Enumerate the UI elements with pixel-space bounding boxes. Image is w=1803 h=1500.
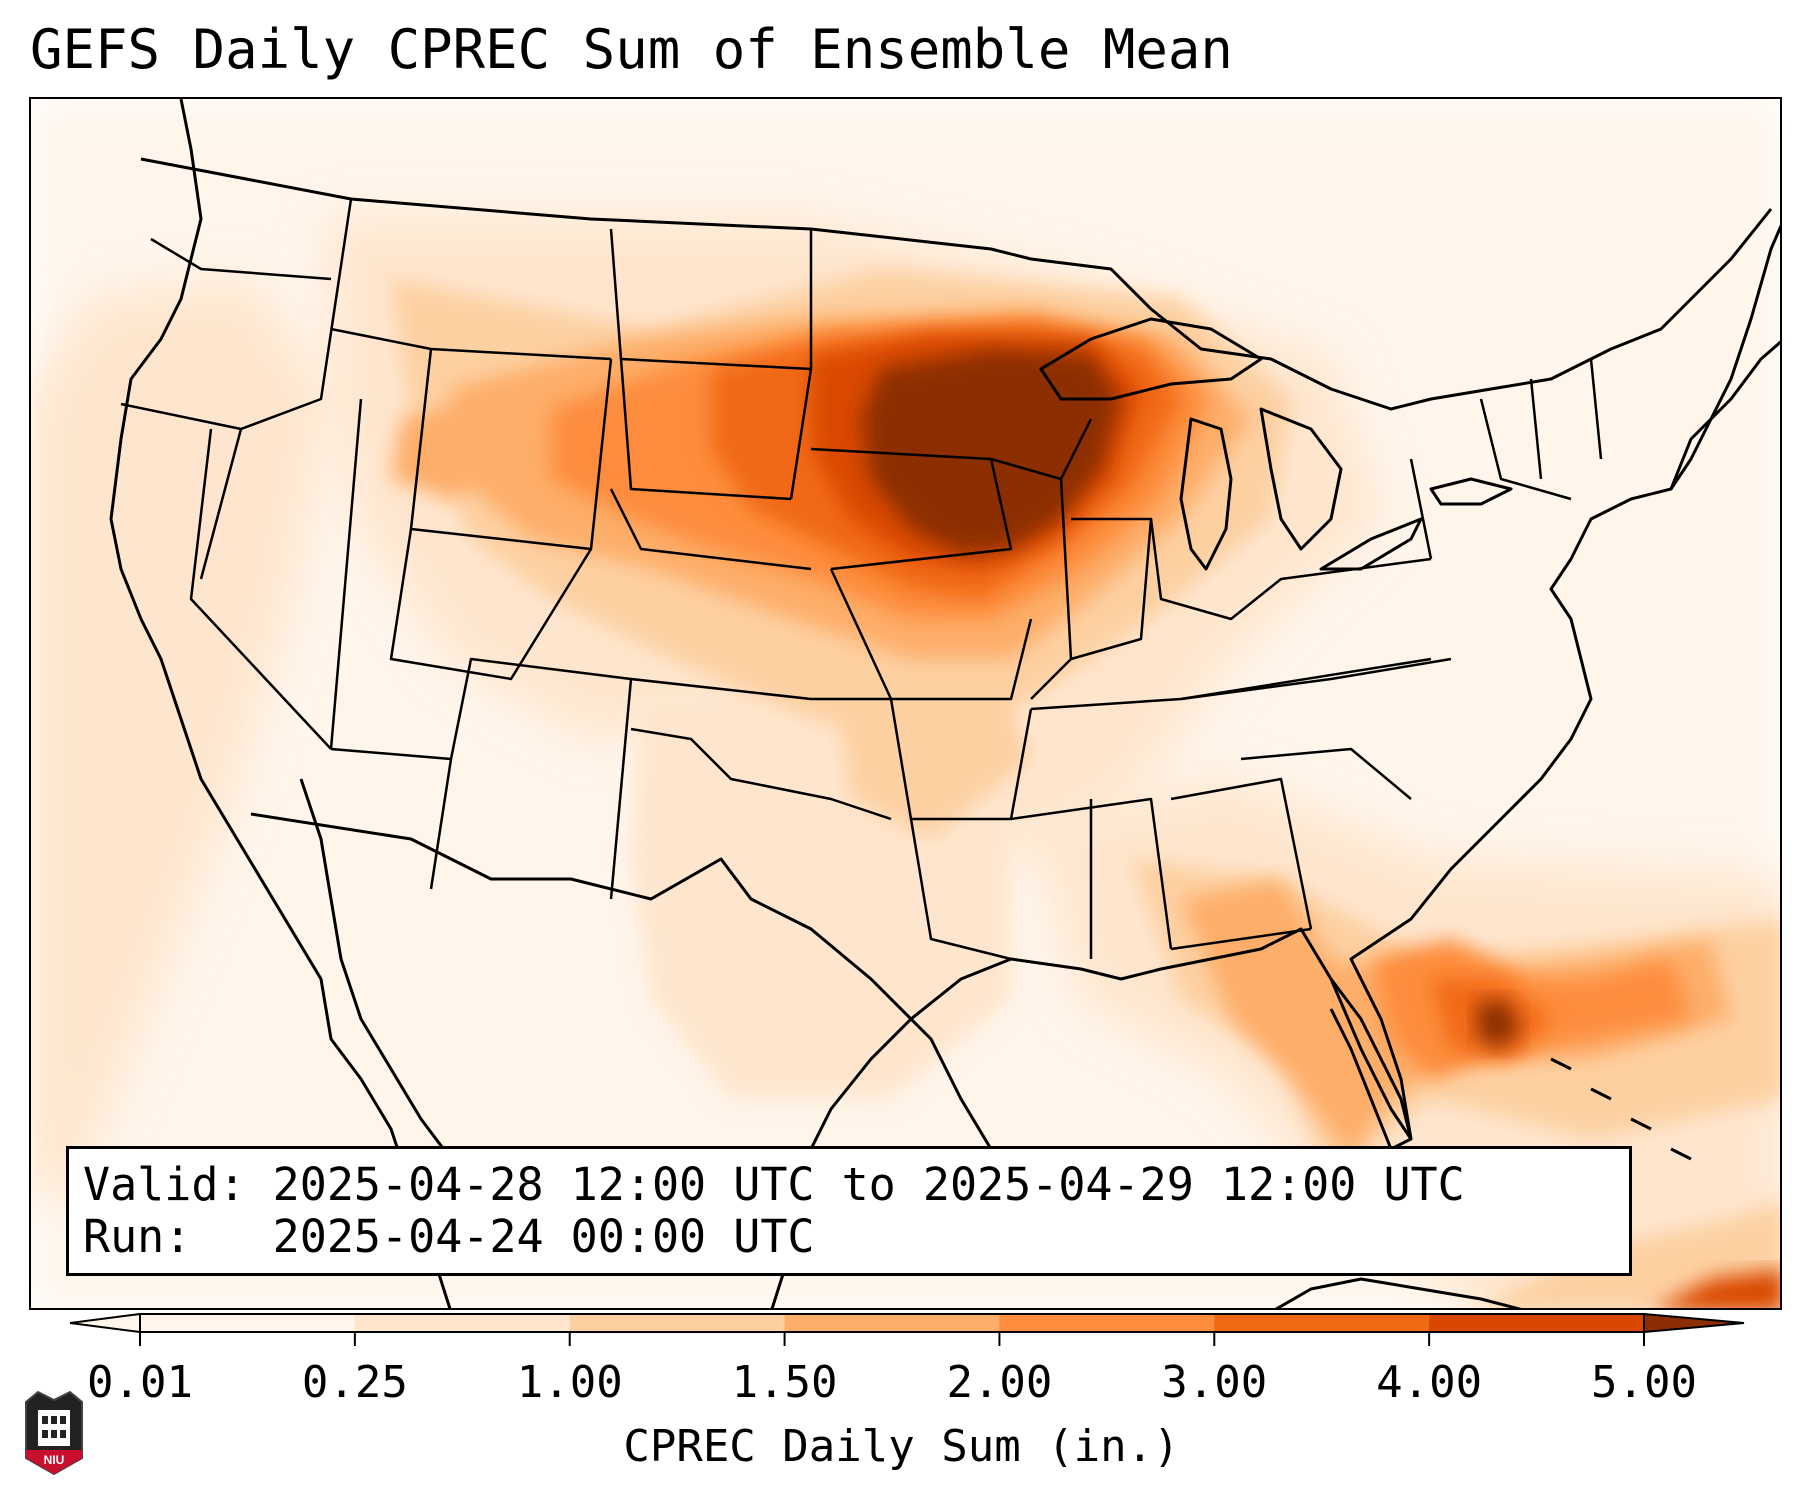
lake-superior: [1039, 317, 1263, 401]
colorbar-extend-low: [70, 1312, 141, 1334]
colorbar-outline: [139, 1313, 1645, 1333]
state-line-ok-tx: [630, 727, 892, 821]
state-line-la: [909, 818, 1012, 961]
valid-row: Valid: 2025-04-28 12:00 UTC to 2025-04-2…: [83, 1159, 1615, 1211]
state-line-in-oh: [1070, 517, 1153, 661]
state-line-wa-or: [150, 237, 332, 281]
lake-michigan: [1179, 417, 1233, 571]
coastline-atlantic: [1349, 340, 1780, 1140]
state-line-ar: [889, 698, 1033, 821]
coastline-northeast: [1669, 224, 1780, 490]
state-lines: [120, 198, 1603, 961]
logo-red-band: [26, 1450, 82, 1474]
colorbar-segment: [1214, 1314, 1430, 1332]
coastline-pacific: [109, 99, 452, 1308]
state-line-wy: [409, 348, 613, 551]
colorbar-segment: [569, 1314, 786, 1332]
colorbar-extend-high: [1643, 1312, 1745, 1334]
state-line-ny-ne: [1479, 398, 1572, 501]
state-line-ks-ok: [630, 677, 891, 701]
colorbar-tick-label: 1.00: [516, 1357, 623, 1408]
colorbar-segments: [70, 1312, 1745, 1334]
bahamas: [1550, 1057, 1692, 1161]
map-title: GEFS Daily CPREC Sum of Ensemble Mean: [30, 18, 1233, 81]
colorbar: [70, 1312, 1745, 1346]
logo-building: [38, 1410, 70, 1446]
state-line-nv-ca: [189, 428, 332, 750]
run-label: Run:: [83, 1210, 192, 1263]
colorbar-segment: [354, 1314, 571, 1332]
precip-strong-caribbean: [1658, 1269, 1780, 1308]
precip-light-montana: [391, 399, 511, 499]
state-line-or-ca: [120, 402, 242, 431]
colorbar-tick-label: 0.25: [301, 1357, 408, 1408]
valid-value: 2025-04-28 12:00 UTC to 2025-04-29 12:00…: [272, 1158, 1465, 1211]
precip-faint-band-west: [31, 279, 331, 1199]
state-line-ky-tn: [1030, 657, 1452, 711]
state-line-va-nc: [1180, 657, 1432, 701]
colorbar-segment: [784, 1314, 1000, 1332]
logo-text: NIU: [44, 1453, 65, 1467]
border-mexico: [250, 812, 993, 1150]
state-line-mo: [829, 568, 1033, 701]
colorbar-tick-label: 0.01: [87, 1357, 193, 1408]
state-line-ms-al: [1010, 797, 1173, 950]
run-value: 2025-04-24 00:00 UTC: [272, 1210, 815, 1263]
state-line-mn: [789, 229, 813, 500]
lake-huron: [1259, 407, 1343, 551]
colorbar-tick-label: 1.50: [731, 1357, 838, 1408]
cuba: [1274, 1277, 1522, 1308]
state-line-pa-ny: [1409, 458, 1433, 560]
state-line-ga-fl: [1170, 927, 1312, 951]
colorbar-tick-label: 3.00: [1161, 1357, 1268, 1408]
colorbar-ticks: [139, 1332, 1645, 1346]
precip-map: [31, 99, 1780, 1308]
state-line-ga-sc: [1170, 777, 1313, 930]
precip-heavy-core: [861, 349, 1121, 554]
colorbar-segment: [140, 1314, 356, 1332]
run-row: Run: 2025-04-24 00:00 UTC: [83, 1211, 1615, 1263]
colorbar-segment: [999, 1314, 1215, 1332]
valid-label: Valid:: [83, 1158, 246, 1211]
state-line-dakotas: [609, 228, 792, 501]
state-line-nm: [449, 657, 633, 900]
state-line-id: [199, 198, 353, 580]
valid-run-info-box: Valid: 2025-04-28 12:00 UTC to 2025-04-2…: [66, 1146, 1632, 1276]
precip-pale-oklahoma: [831, 659, 1031, 839]
border-canada: [140, 157, 1773, 411]
state-line-ne-ks: [609, 488, 812, 571]
colorbar-tick-label: 2.00: [946, 1357, 1053, 1408]
state-line-nc-sc: [1240, 747, 1412, 800]
precip-field: [31, 99, 1780, 1308]
niu-logo: NIU: [25, 1390, 83, 1476]
state-line-oh-pa: [1149, 518, 1432, 621]
colorbar-label: CPREC Daily Sum (in.): [623, 1421, 1180, 1472]
colorbar-tick-label: 4.00: [1376, 1357, 1483, 1408]
state-line-ut-co: [389, 528, 593, 681]
map-frame: [29, 97, 1782, 1310]
state-line-nv-ut: [329, 398, 363, 750]
florida-peninsula: [1329, 978, 1413, 1151]
colorbar-segment: [1429, 1314, 1645, 1332]
lake-ontario: [1429, 477, 1513, 506]
coastline-baja-east: [299, 778, 473, 1200]
colorbar-tick-label: 5.00: [1591, 1357, 1697, 1408]
precip-heavy-georgia: [1476, 999, 1521, 1049]
state-line-ia: [810, 447, 1013, 571]
state-line-new-england: [1529, 358, 1603, 480]
state-line-nd-sd: [620, 357, 812, 371]
